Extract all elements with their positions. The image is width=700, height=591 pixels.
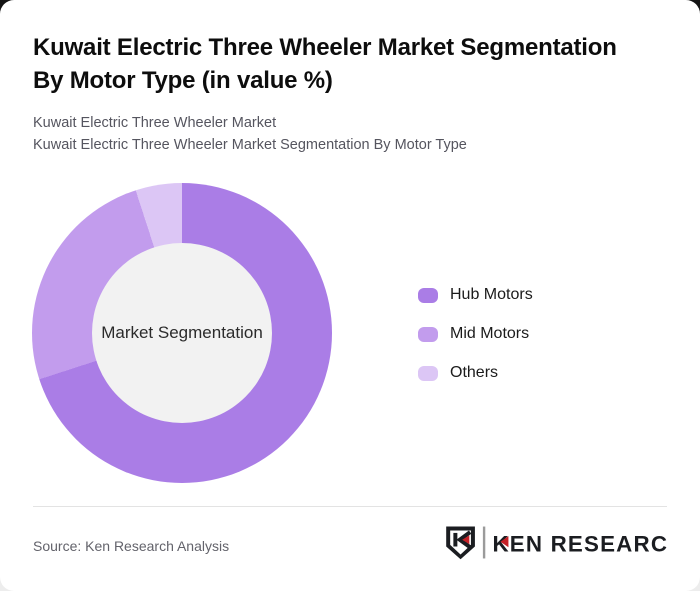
ken-shield-icon [446,526,475,560]
page-title-line-1: Kuwait Electric Three Wheeler Market Seg… [33,34,617,61]
ken-research-logo: KEN RESEARCH [446,526,668,560]
chart-subtitle: Kuwait Electric Three Wheeler Market Kuw… [33,112,673,156]
legend-swatch [418,326,438,342]
shield-red-triangle-icon [462,535,470,545]
legend-item-label: Mid Motors [450,325,530,342]
legend-item-label: Others [450,364,499,381]
page-title-line-2: By Motor Type (in value %) [33,67,333,94]
donut-hole: Market Segmentation [92,243,272,423]
legend-item[interactable]: Hub Motors [418,287,533,303]
legend-swatch [418,287,438,303]
logo-divider [482,526,486,559]
legend-item[interactable]: Others [418,365,533,381]
subtitle-line-1: Kuwait Electric Three Wheeler Market [33,115,277,131]
donut-center-label: Market Segmentation [101,323,263,342]
source-text: Source: Ken Research Analysis [33,538,230,554]
legend-item[interactable]: Mid Motors [418,326,533,342]
footer-divider [33,506,667,507]
legend-swatch [418,365,438,381]
donut-chart[interactable]: Market Segmentation [32,183,332,483]
logo-k-red-triangle-icon [500,536,509,548]
logo-text: KEN RESEARCH [492,531,668,556]
chart-legend: Hub Motors Mid Motors Others [418,287,533,381]
page-title: Kuwait Electric Three Wheeler Market Seg… [33,31,673,97]
subtitle-line-2: Kuwait Electric Three Wheeler Market Seg… [33,137,467,153]
legend-item-label: Hub Motors [450,286,533,303]
